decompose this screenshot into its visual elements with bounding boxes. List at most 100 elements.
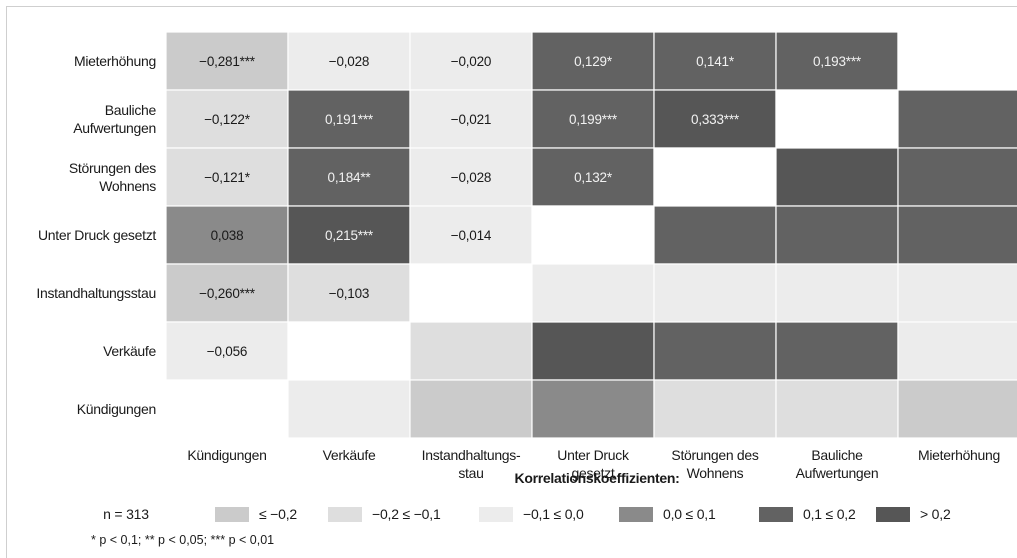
heatmap-cell: [165, 205, 289, 265]
column-label: Unter Druck: [557, 447, 630, 463]
heatmap-cell: [653, 31, 777, 91]
row-label: Störungen des: [69, 160, 156, 176]
heatmap-cell: [897, 321, 1017, 381]
cell-value-label: −0,020: [451, 54, 491, 69]
heatmap-cell: [775, 379, 899, 439]
column-label: gesetzt: [571, 465, 614, 481]
cell-value-label: −0,028: [329, 54, 369, 69]
heatmap-cell: [775, 205, 899, 265]
cell-value-label: −0,103: [329, 286, 369, 301]
column-label: Kündigungen: [187, 447, 266, 463]
row-label: Instandhaltungsstau: [36, 285, 156, 301]
heatmap-cell: [165, 263, 289, 323]
row-label: Wohnens: [99, 178, 156, 194]
significance-footnote: * p < 0,1; ** p < 0,05; *** p < 0,01: [91, 533, 274, 547]
heatmap-cell: [165, 379, 289, 439]
cell-value-label: −0,014: [451, 228, 492, 243]
heatmap-cell: [897, 263, 1017, 323]
column-label: Instandhaltungs-: [422, 447, 521, 463]
heatmap-cell: [165, 31, 289, 91]
heatmap-cell: [653, 379, 777, 439]
column-label: stau: [458, 465, 483, 481]
column-label: Aufwertungen: [796, 465, 879, 481]
legend-item-label: > 0,2: [920, 506, 951, 522]
legend-item-label: 0,0 ≤ 0,1: [663, 506, 716, 522]
heatmap-cell: [409, 147, 533, 207]
cell-value-label: 0,132*: [574, 170, 613, 185]
heatmap-cell: [775, 263, 899, 323]
column-label: Verkäufe: [323, 447, 376, 463]
heatmap-cell: [897, 379, 1017, 439]
heatmap-cell: [409, 205, 533, 265]
legend-swatch: [876, 507, 910, 522]
heatmap-cell: [409, 379, 533, 439]
legend-swatch: [759, 507, 793, 522]
heatmap-cell: [775, 89, 899, 149]
cell-value-label: 0,184**: [328, 170, 372, 185]
cell-value-label: 0,038: [211, 228, 244, 243]
row-label: Aufwertungen: [73, 120, 156, 136]
legend-swatch: [619, 507, 653, 522]
heatmap-cell: [897, 147, 1017, 207]
heatmap-cell: [287, 205, 411, 265]
heatmap-cell: [165, 147, 289, 207]
heatmap-cell: [165, 321, 289, 381]
heatmap-cell: [409, 321, 533, 381]
legend-item-label: 0,1 ≤ 0,2: [803, 506, 856, 522]
heatmap-cell: [287, 379, 411, 439]
cell-value-label: 0,141*: [696, 54, 735, 69]
heatmap-cell: [531, 321, 655, 381]
cell-value-label: −0,121*: [204, 170, 250, 185]
column-label: Bauliche: [811, 447, 863, 463]
cell-value-label: −0,056: [207, 344, 247, 359]
row-label: Kündigungen: [77, 401, 156, 417]
cell-value-label: 0,193***: [813, 54, 862, 69]
heatmap-cell: [409, 263, 533, 323]
heatmap-cell: [531, 263, 655, 323]
row-label: Mieterhöhung: [74, 53, 156, 69]
heatmap-cell: [775, 147, 899, 207]
heatmap-cell: [653, 321, 777, 381]
heatmap-cell: [287, 263, 411, 323]
heatmap-cell: [897, 31, 1017, 91]
heatmap-cell: [897, 205, 1017, 265]
heatmap-cell: [897, 89, 1017, 149]
heatmap-cell: [653, 205, 777, 265]
legend-swatch: [328, 507, 362, 522]
heatmap-cell: [287, 31, 411, 91]
cell-value-label: −0,028: [451, 170, 491, 185]
heatmap-cell: [531, 379, 655, 439]
heatmap-cell: [653, 263, 777, 323]
cell-value-label: −0,260***: [199, 286, 256, 301]
heatmap-cell: [775, 321, 899, 381]
legend-swatch: [215, 507, 249, 522]
sample-size-label: n = 313: [103, 506, 149, 522]
cell-value-label: −0,021: [451, 112, 491, 127]
column-label: Mieterhöhung: [918, 447, 1000, 463]
heatmap-cell: [531, 205, 655, 265]
heatmap-cell: [531, 89, 655, 149]
heatmap-cell: [287, 321, 411, 381]
column-label: Störungen des: [671, 447, 758, 463]
heatmap-cell: [531, 31, 655, 91]
row-label: Bauliche: [105, 102, 157, 118]
chart-frame: [6, 6, 1017, 558]
heatmap-cell: [165, 89, 289, 149]
legend-swatch: [479, 507, 513, 522]
heatmap-cell: [287, 89, 411, 149]
row-label: Verkäufe: [103, 343, 156, 359]
row-label: Unter Druck gesetzt: [38, 227, 156, 243]
legend-item-label: −0,1 ≤ 0,0: [523, 506, 584, 522]
column-label: Wohnens: [687, 465, 744, 481]
legend-title: Korrelationskoeffizienten:: [515, 470, 680, 486]
heatmap-cell: [775, 31, 899, 91]
cell-value-label: 0,191***: [325, 112, 374, 127]
legend-item-label: ≤ −0,2: [259, 506, 297, 522]
cell-value-label: −0,281***: [199, 54, 256, 69]
legend-item-label: −0,2 ≤ −0,1: [372, 506, 441, 522]
cell-value-label: 0,215***: [325, 228, 374, 243]
cell-value-label: −0,122*: [204, 112, 250, 127]
cell-value-label: 0,129*: [574, 54, 613, 69]
cell-value-label: 0,199***: [569, 112, 618, 127]
